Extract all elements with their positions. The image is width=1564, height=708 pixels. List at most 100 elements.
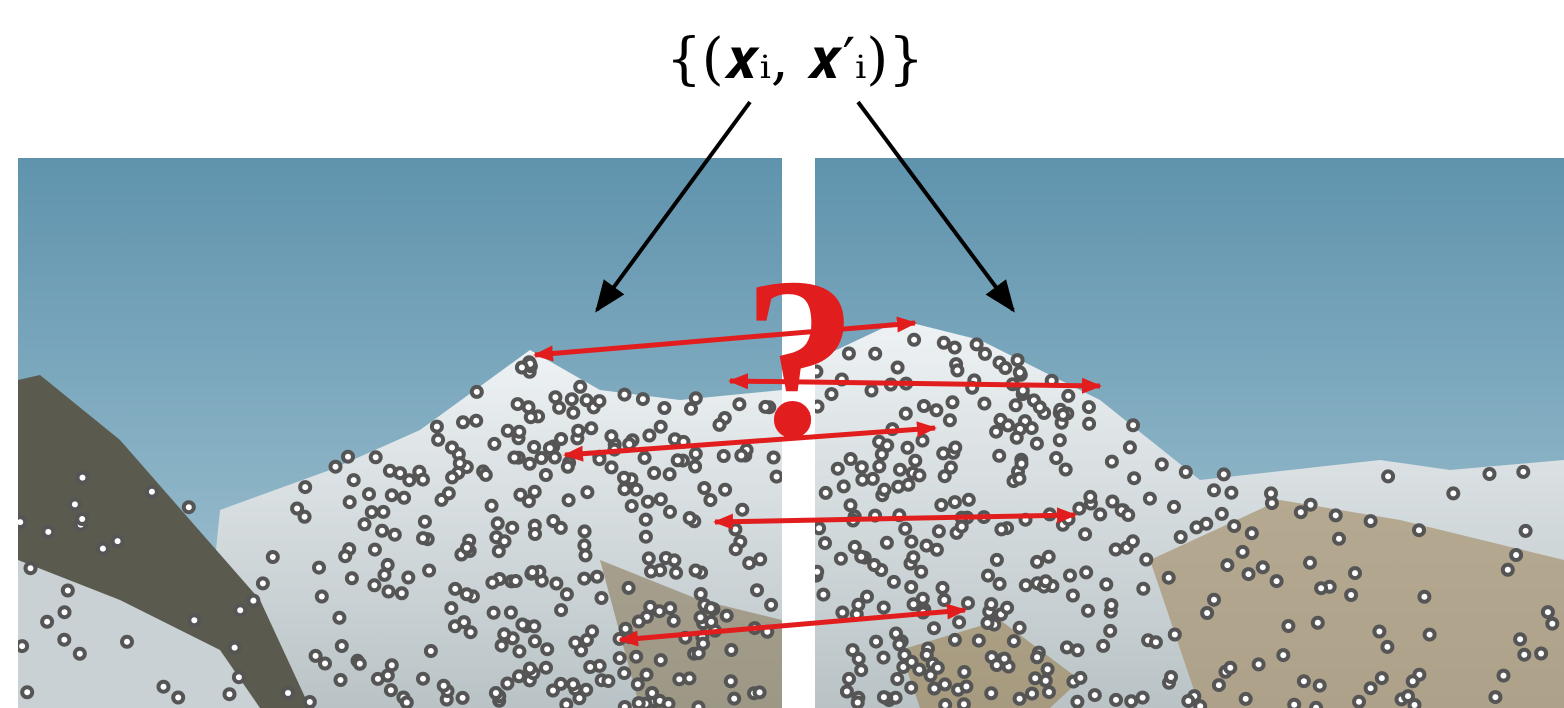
- keypoint: [570, 681, 576, 687]
- keypoint: [728, 678, 734, 684]
- keypoint: [558, 525, 564, 531]
- keypoint: [1014, 435, 1020, 441]
- keypoint: [387, 468, 393, 474]
- keypoint: [965, 600, 971, 606]
- keypoint: [570, 410, 576, 416]
- keypoint: [994, 662, 1000, 668]
- keypoint: [1352, 570, 1358, 576]
- keypoint: [1109, 499, 1115, 505]
- keypoint: [916, 667, 922, 673]
- keypoint: [1280, 652, 1286, 658]
- keypoint: [724, 613, 730, 619]
- keypoint: [721, 453, 727, 459]
- keypoint: [1517, 636, 1523, 642]
- keypoint: [552, 455, 558, 461]
- keypoint: [526, 404, 532, 410]
- keypoint: [1203, 521, 1209, 527]
- keypoint: [379, 528, 385, 534]
- keypoint: [864, 594, 870, 600]
- keypoint: [582, 528, 588, 534]
- keypoint: [1487, 471, 1493, 477]
- keypoint: [388, 687, 394, 693]
- keypoint: [1194, 524, 1200, 530]
- keypoint: [526, 498, 532, 504]
- keypoint: [426, 568, 432, 574]
- keypoint: [822, 540, 828, 546]
- keypoint: [319, 594, 325, 600]
- keypoint: [499, 643, 505, 649]
- keypoint: [920, 438, 926, 444]
- keypoint: [77, 651, 83, 657]
- keypoint: [1097, 511, 1103, 517]
- keypoint: [658, 424, 664, 430]
- keypoint: [1113, 547, 1119, 553]
- keypoint: [371, 582, 377, 588]
- keypoint: [1269, 500, 1275, 506]
- keypoint: [1034, 654, 1040, 660]
- question-mark: ?: [743, 230, 858, 485]
- keypoint: [605, 678, 611, 684]
- keypoint: [1219, 511, 1225, 517]
- keypoint: [1450, 490, 1456, 496]
- keypoint: [667, 471, 673, 477]
- keypoint: [584, 489, 590, 495]
- keypoint: [940, 585, 946, 591]
- keypoint: [1001, 656, 1007, 662]
- keypoint: [722, 487, 728, 493]
- keypoint: [250, 598, 256, 604]
- keypoint: [1002, 365, 1008, 371]
- keypoint: [1368, 518, 1374, 524]
- keypoint: [852, 544, 858, 550]
- keypoint: [688, 406, 694, 412]
- keypoint: [985, 620, 991, 626]
- keypoint: [461, 619, 467, 625]
- keypoint: [941, 340, 947, 346]
- keypoint: [313, 653, 319, 659]
- keypoint: [673, 570, 679, 576]
- keypoint: [420, 477, 426, 483]
- keypoint: [294, 506, 300, 512]
- keypoint: [556, 405, 562, 411]
- keypoint: [529, 569, 535, 575]
- keypoint: [982, 351, 988, 357]
- keypoint: [386, 589, 392, 595]
- keypoint: [645, 499, 651, 505]
- keypoint: [434, 424, 440, 430]
- keypoint: [468, 629, 474, 635]
- keypoint: [732, 526, 738, 532]
- keypoint: [516, 429, 522, 435]
- keypoint: [357, 661, 363, 667]
- keypoint: [576, 695, 582, 701]
- keypoint: [558, 436, 564, 442]
- keypoint: [1178, 534, 1184, 540]
- keypoint: [846, 676, 852, 682]
- keypoint: [338, 677, 344, 683]
- keypoint: [382, 572, 388, 578]
- keypoint: [1034, 559, 1040, 565]
- keypoint: [587, 664, 593, 670]
- keypoint: [884, 540, 890, 546]
- keypoint: [322, 661, 328, 667]
- figure: ? {(𝒙ᵢ, 𝒙′ᵢ)}: [0, 0, 1564, 708]
- keypoint: [1505, 567, 1511, 573]
- keypoint: [881, 655, 887, 661]
- keypoint: [981, 401, 987, 407]
- keypoint: [621, 475, 627, 481]
- keypoint: [232, 645, 238, 651]
- keypoint: [501, 631, 507, 637]
- keypoint: [1545, 609, 1551, 615]
- keypoint: [1172, 632, 1178, 638]
- keypoint: [79, 516, 85, 522]
- keypoint: [850, 647, 856, 653]
- keypoint: [856, 656, 862, 662]
- keypoint: [1015, 357, 1021, 363]
- keypoint: [693, 568, 699, 574]
- keypoint: [1043, 678, 1049, 684]
- keypoint: [854, 611, 860, 617]
- keypoint: [406, 477, 412, 483]
- keypoint: [385, 673, 391, 679]
- keypoint: [547, 445, 553, 451]
- keypoint: [175, 695, 181, 701]
- keypoint: [1405, 693, 1411, 699]
- keypoint: [588, 425, 594, 431]
